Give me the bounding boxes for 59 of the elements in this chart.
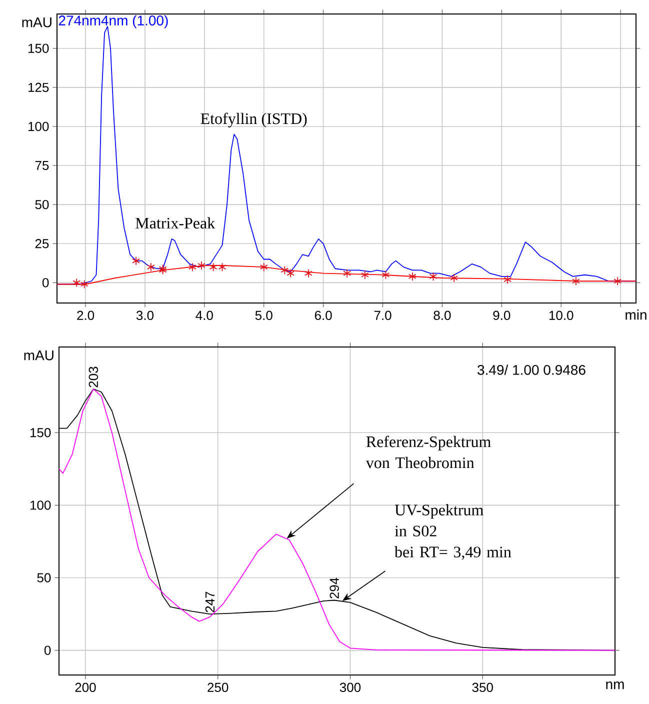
- point: [209, 262, 218, 272]
- x-tick-label: 7.0: [374, 310, 392, 320]
- y-tick-label: 125: [28, 82, 49, 92]
- y-tick-label: 150: [30, 428, 51, 438]
- annotation: Matrix-Peak: [136, 217, 216, 229]
- x-axis-title: nm: [606, 682, 624, 690]
- y-axis-title: mAU: [24, 350, 54, 360]
- point: [188, 262, 196, 272]
- x-axis-title: min: [626, 310, 646, 320]
- point: [450, 274, 458, 282]
- y-tick-label: 100: [28, 122, 49, 132]
- x-tick-label: 10.0: [549, 310, 574, 320]
- x-tick-label: 5.0: [255, 310, 272, 320]
- y-tick-label: 75: [35, 160, 49, 170]
- y-tick-label: 50: [37, 573, 51, 582]
- annotation: 247: [205, 592, 214, 612]
- x-tick-label: 250: [208, 682, 228, 692]
- point: [408, 272, 416, 281]
- point: [286, 268, 295, 278]
- x-tick-label: 4.0: [196, 310, 213, 320]
- annotation: Referenz-Spektrum von Theobromin: [366, 436, 491, 468]
- point: [361, 270, 369, 280]
- point: [429, 272, 438, 281]
- point: [218, 262, 226, 272]
- point: [504, 275, 512, 284]
- x-tick-label: 9.0: [493, 310, 510, 320]
- series-label: 274nm4nm (1.00): [58, 15, 168, 28]
- y-tick-label: 150: [28, 44, 49, 53]
- point: [72, 278, 81, 288]
- y-tick-label: 0: [42, 278, 49, 288]
- annotation: 3.49/ 1.00 0.9486: [478, 364, 586, 375]
- x-tick-label: 350: [472, 682, 493, 692]
- x-tick-label: 8.0: [434, 310, 451, 320]
- annotation: 294: [330, 578, 339, 598]
- annotation: UV-Spektrum in S02 bei RT= 3,49 min: [394, 504, 512, 560]
- y-tick-label: 25: [35, 239, 49, 248]
- x-tick-label: 300: [340, 682, 361, 692]
- point: [80, 280, 88, 289]
- x-tick-label: 200: [75, 682, 96, 692]
- point: [304, 268, 312, 278]
- point: [132, 256, 140, 266]
- point: [147, 262, 155, 272]
- y-tick-label: 50: [35, 200, 49, 210]
- y-tick-label: 100: [30, 500, 51, 510]
- annotation: Etofyllin (ISTD): [200, 112, 307, 128]
- x-tick-label: 6.0: [314, 310, 332, 320]
- point: [572, 276, 580, 286]
- point: [280, 266, 289, 275]
- x-tick-label: 3.0: [136, 310, 154, 320]
- point: [343, 268, 352, 278]
- point: [198, 261, 206, 270]
- annotation: 203: [88, 366, 98, 388]
- point: [260, 262, 268, 272]
- line-series: [56, 265, 636, 285]
- point: [382, 270, 390, 280]
- y-tick-label: 0: [44, 646, 51, 655]
- x-tick-label: 2.0: [77, 310, 94, 320]
- point: [614, 276, 622, 286]
- y-axis-title: mAU: [22, 18, 52, 28]
